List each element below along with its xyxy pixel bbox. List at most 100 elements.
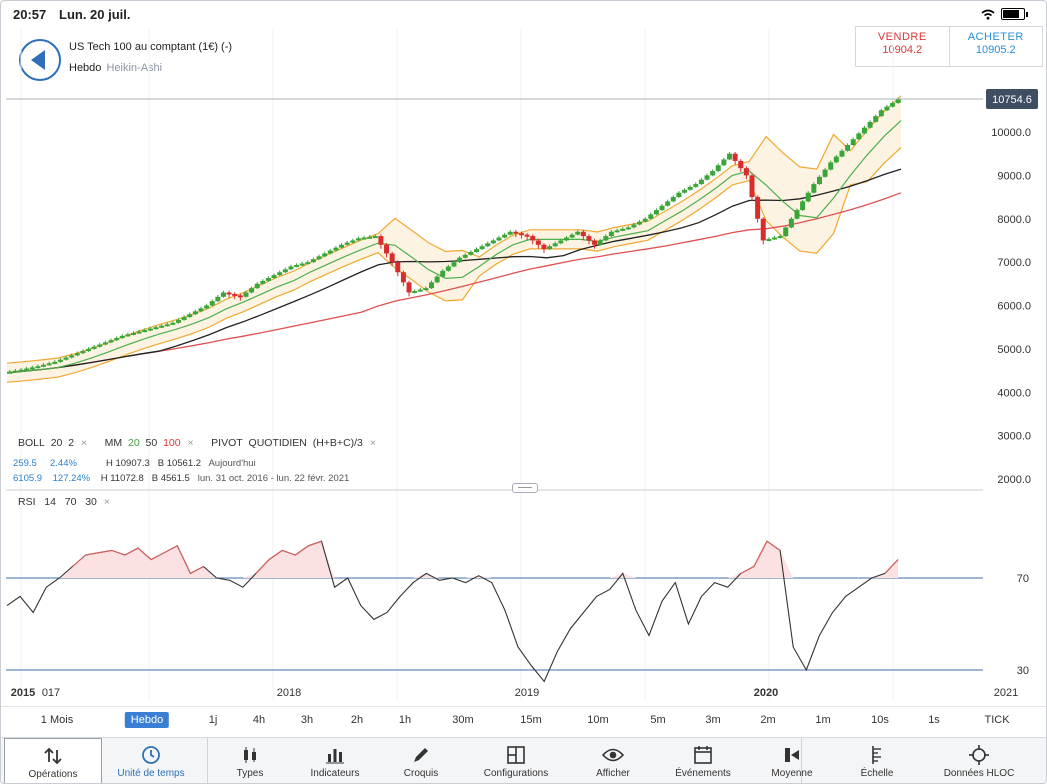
- indicator-legend-row: BOLL 20 2 × MM 20 50 100 × PIVOT QUOTIDI…: [18, 437, 376, 449]
- timeframe-1-mois[interactable]: 1 Mois: [40, 714, 74, 726]
- candle-body: [29, 367, 35, 370]
- candle-body: [339, 244, 345, 248]
- sell-label: VENDRE: [877, 31, 927, 43]
- candle-body: [271, 275, 277, 279]
- sell-price: 10904.2: [882, 44, 923, 56]
- candle-body: [884, 106, 890, 111]
- boll-name: BOLL: [18, 437, 45, 449]
- toolbar-average-button[interactable]: Moyenne: [744, 738, 840, 783]
- timeframe-1m[interactable]: 1m: [815, 714, 831, 726]
- timeframe-3h[interactable]: 3h: [300, 714, 314, 726]
- toolbar-scale-button[interactable]: Échelle: [829, 738, 925, 783]
- candle-body: [181, 317, 187, 320]
- rsi-remove-icon[interactable]: ×: [103, 496, 110, 508]
- timeframe-10m[interactable]: 10m: [587, 714, 609, 726]
- candle-body: [265, 278, 271, 281]
- candle-body: [333, 247, 339, 251]
- candle-body: [389, 253, 395, 263]
- rsi-overbought-segment: [308, 540, 322, 547]
- rsi-overbought-segment: [281, 549, 296, 556]
- candle-body: [715, 165, 721, 172]
- boll-param-1: 20: [50, 437, 63, 449]
- candle-body: [839, 150, 845, 157]
- candle-body: [451, 262, 457, 267]
- toolbar-calendar-button[interactable]: Événements: [655, 738, 751, 783]
- toolbar-bars-button[interactable]: Indicateurs: [287, 738, 383, 783]
- x-axis-label: 2021: [994, 687, 1018, 699]
- candle-body: [783, 227, 789, 237]
- panel-resize-handle[interactable]: [512, 483, 538, 493]
- timeframe-2h[interactable]: 2h: [350, 714, 364, 726]
- candle-body: [547, 246, 553, 250]
- candle-body: [12, 370, 18, 373]
- candle-body: [592, 240, 598, 245]
- price-tick-label: 6000.0: [997, 301, 1031, 313]
- buy-button[interactable]: ACHETER 10905.2: [948, 27, 1043, 66]
- timeframe-bar: 1 Mois Hebdo 1j 4h 3h 2h 1h 30m 15m 10m 5m 3m 2m 1m 10…: [1, 706, 1046, 735]
- timeframe-30m[interactable]: 30m: [452, 714, 474, 726]
- calendar-icon: [655, 744, 751, 766]
- timeframe-1j[interactable]: 1j: [208, 714, 218, 726]
- rsi-legend: RSI 14 70 30 ×: [18, 496, 110, 508]
- candle-body: [490, 240, 496, 244]
- sell-button[interactable]: VENDRE 10904.2: [856, 27, 949, 66]
- candle-body: [220, 292, 226, 297]
- candle-body: [423, 288, 429, 291]
- price-chart[interactable]: 10000.0 9000.0 8000.0 7000.0 6000.0 5000.0 400…: [1, 1, 1046, 706]
- candle-body: [535, 240, 541, 245]
- candle-body: [254, 283, 260, 289]
- candle-body: [412, 291, 418, 294]
- toolbar-arrows-updown-button[interactable]: Opérations: [4, 738, 102, 783]
- candle-body: [41, 364, 47, 367]
- candle-body: [384, 244, 390, 254]
- mm-remove-icon[interactable]: ×: [187, 437, 194, 449]
- toolbar-crosshair-button[interactable]: Données HLOC: [931, 738, 1027, 783]
- candle-body: [558, 240, 564, 244]
- timeframe-10s[interactable]: 10s: [871, 714, 889, 726]
- timeframe-tick[interactable]: TICK: [984, 714, 1010, 726]
- candle-body: [74, 353, 80, 356]
- timeframe-3m[interactable]: 3m: [705, 714, 721, 726]
- timeframe-4h[interactable]: 4h: [252, 714, 266, 726]
- back-button[interactable]: [19, 39, 61, 81]
- candle-body: [653, 210, 659, 215]
- price-tick-label: 5000.0: [997, 344, 1031, 356]
- candle-body: [322, 253, 328, 257]
- mm-param-2: 50: [145, 437, 158, 449]
- candle-body: [69, 355, 75, 358]
- timeframe-15m[interactable]: 15m: [520, 714, 542, 726]
- candle-body: [586, 236, 592, 241]
- candle-body: [361, 237, 367, 240]
- toolbar-eye-button[interactable]: Afficher: [565, 738, 661, 783]
- arrows-updown-icon: [5, 745, 101, 767]
- timeframe-2m[interactable]: 2m: [760, 714, 776, 726]
- rsi-param-1: 14: [44, 496, 56, 508]
- candle-body: [878, 110, 884, 117]
- candle-body: [682, 189, 688, 193]
- candle-body: [24, 368, 30, 371]
- toolbar-clock-button[interactable]: Unité de temps: [103, 738, 199, 783]
- candle-body: [895, 99, 901, 103]
- rsi-overbought-segment: [176, 545, 191, 574]
- price-tick-label: 4000.0: [997, 387, 1031, 399]
- period-label: Hebdo: [69, 62, 102, 74]
- x-axis-label: 2019: [515, 687, 539, 699]
- toolbar-candles-button[interactable]: Types: [202, 738, 298, 783]
- timeframe-1s[interactable]: 1s: [928, 714, 940, 726]
- candle-body: [350, 240, 356, 243]
- candle-body: [204, 305, 210, 309]
- pivot-remove-icon[interactable]: ×: [369, 437, 376, 449]
- candle-body: [400, 272, 406, 283]
- mm-param-3: 100: [163, 437, 181, 449]
- timeframe-5m[interactable]: 5m: [650, 714, 666, 726]
- candle-body: [670, 197, 676, 202]
- boll-remove-icon[interactable]: ×: [81, 437, 88, 449]
- candle-body: [800, 201, 806, 211]
- toolbar-layout-button[interactable]: Configurations: [468, 738, 564, 783]
- timeframe-hebdo[interactable]: Hebdo: [124, 712, 170, 728]
- price-tick-label: 2000.0: [997, 474, 1031, 486]
- toolbar-pencil-button[interactable]: Croquis: [373, 738, 469, 783]
- candle-body: [187, 314, 193, 318]
- timeframe-1h[interactable]: 1h: [398, 714, 412, 726]
- candle-body: [372, 236, 378, 239]
